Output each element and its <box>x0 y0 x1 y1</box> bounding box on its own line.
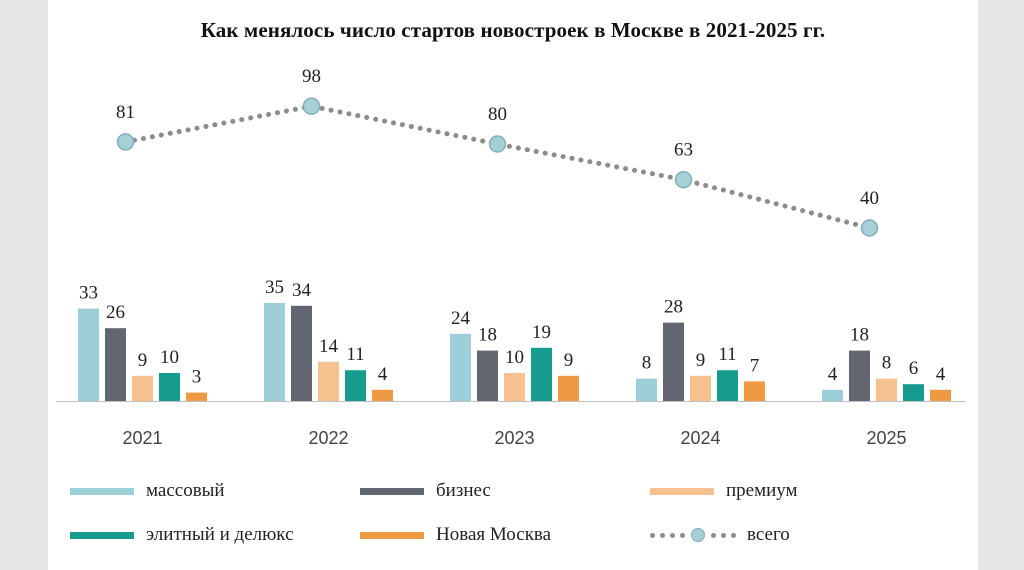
bar-1-2022 <box>291 305 312 401</box>
x-tick-label-2021: 2021 <box>122 428 162 448</box>
bar-label-4-2024: 7 <box>750 355 760 376</box>
total-point-2024 <box>674 170 693 189</box>
bar-label-4-2025: 4 <box>936 364 946 385</box>
bar-label-4-2023: 9 <box>564 350 574 371</box>
bar-label-1-2025: 18 <box>850 325 869 346</box>
legend-item-business: бизнес <box>360 480 491 502</box>
bar-0-2023 <box>450 333 471 401</box>
chart-card: Как менялось число стартов новостроек в … <box>48 0 978 570</box>
bar-0-2022 <box>264 303 285 401</box>
bar-label-3-2025: 6 <box>909 358 919 379</box>
bar-3-2022 <box>345 370 366 401</box>
bar-4-2024 <box>744 381 765 401</box>
legend-swatch-new-moscow <box>360 531 424 539</box>
total-label-2022: 98 <box>302 66 321 87</box>
bar-1-2025 <box>849 350 870 401</box>
bar-label-2-2023: 10 <box>505 347 524 368</box>
legend-swatch-business <box>360 487 424 495</box>
total-point-2022 <box>302 97 321 115</box>
total-point-2025 <box>860 219 879 237</box>
bar-3-2024 <box>717 370 738 401</box>
legend-label-new-moscow: Новая Москва <box>436 524 552 545</box>
bar-4-2025 <box>930 389 951 401</box>
x-tick-label-2023: 2023 <box>494 428 534 448</box>
bar-label-3-2021: 10 <box>160 347 179 368</box>
legend-item-new-moscow: Новая Москва <box>360 524 551 546</box>
bar-label-2-2022: 14 <box>319 336 339 357</box>
bar-0-2021 <box>78 308 99 401</box>
legend-item-premium: премиум <box>650 480 798 502</box>
bar-label-0-2021: 33 <box>79 283 98 304</box>
total-line <box>123 103 872 231</box>
bar-label-1-2022: 34 <box>292 280 312 301</box>
bar-label-1-2024: 28 <box>664 297 683 318</box>
total-label-2021: 81 <box>116 102 135 123</box>
bar-1-2024 <box>663 322 684 401</box>
legend-item-total: всего <box>650 524 790 546</box>
legend-label-elite: элитный и делюкс <box>146 524 294 545</box>
bar-2-2021 <box>132 375 153 401</box>
bar-label-0-2025: 4 <box>828 364 838 385</box>
x-tick-label-2025: 2025 <box>866 428 906 448</box>
bar-label-3-2024: 11 <box>718 344 736 365</box>
total-point-2023 <box>488 135 507 153</box>
bar-3-2023 <box>531 347 552 401</box>
bar-label-1-2021: 26 <box>106 302 125 323</box>
bar-4-2021 <box>186 392 207 401</box>
bar-label-0-2023: 24 <box>451 308 471 329</box>
bar-label-0-2024: 8 <box>642 353 652 374</box>
bar-label-0-2022: 35 <box>265 277 284 298</box>
legend-swatch-mass <box>70 487 134 495</box>
bar-label-3-2023: 19 <box>532 322 551 343</box>
legend-label-mass: массовый <box>146 480 225 501</box>
legend-swatch-premium <box>650 487 714 495</box>
bar-3-2025 <box>903 384 924 401</box>
bar-label-2-2024: 9 <box>696 350 706 371</box>
bar-4-2022 <box>372 389 393 401</box>
legend-swatch-total <box>650 528 741 542</box>
bar-label-1-2023: 18 <box>478 325 497 346</box>
bar-4-2023 <box>558 375 579 401</box>
total-label-2024: 63 <box>674 140 693 161</box>
bar-2-2022 <box>318 361 339 401</box>
chart-legend: массовый бизнес премиум элитный и делюкс… <box>48 470 978 560</box>
bar-label-4-2022: 4 <box>378 364 388 385</box>
bar-label-3-2022: 11 <box>346 344 364 365</box>
total-point-2021 <box>116 133 135 151</box>
bar-label-2-2021: 9 <box>138 350 148 371</box>
legend-label-business: бизнес <box>436 480 491 501</box>
bar-2-2025 <box>876 378 897 401</box>
bar-1-2023 <box>477 350 498 401</box>
bar-0-2024 <box>636 378 657 401</box>
bar-1-2021 <box>105 328 126 401</box>
bar-2-2023 <box>504 373 525 401</box>
x-tick-label-2024: 2024 <box>680 428 720 448</box>
bar-label-4-2021: 3 <box>192 367 202 388</box>
legend-swatch-elite <box>70 531 134 539</box>
bar-0-2025 <box>822 389 843 401</box>
total-label-2023: 80 <box>488 104 507 125</box>
legend-item-elite: элитный и делюкс <box>70 524 294 546</box>
x-tick-label-2022: 2022 <box>308 428 348 448</box>
bar-2-2024 <box>690 375 711 401</box>
legend-item-mass: массовый <box>70 480 225 502</box>
legend-label-premium: премиум <box>726 480 798 501</box>
bar-3-2021 <box>159 373 180 401</box>
bar-label-2-2025: 8 <box>882 353 892 374</box>
legend-label-total: всего <box>747 524 790 545</box>
total-label-2025: 40 <box>860 188 879 209</box>
chart-title: Как менялось число стартов новостроек в … <box>200 18 826 42</box>
